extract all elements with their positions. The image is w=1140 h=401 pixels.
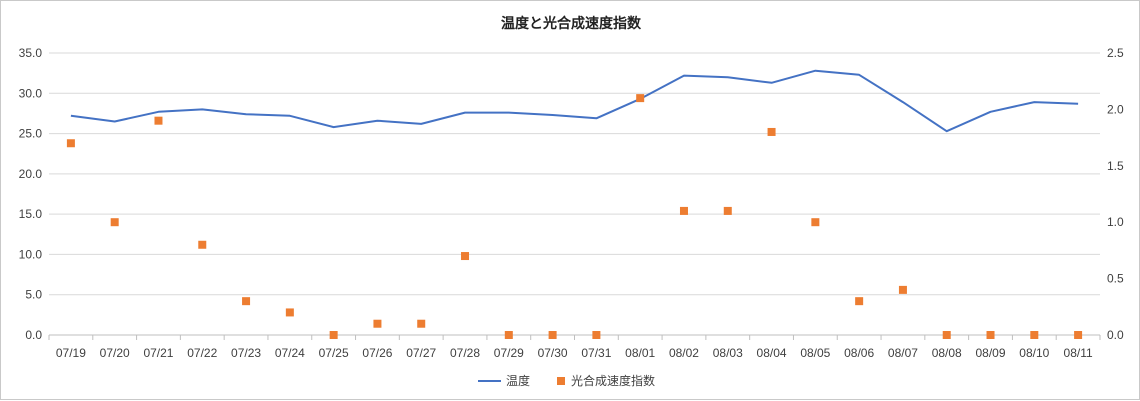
x-tick-label: 07/24 (275, 346, 305, 360)
photosynthesis-point (592, 331, 601, 339)
x-tick-label: 07/30 (538, 346, 568, 360)
right-tick-label: 2.5 (1107, 46, 1124, 60)
photosynthesis-point (898, 285, 907, 294)
right-tick-label: 1.5 (1107, 159, 1124, 173)
x-tick-label: 08/09 (976, 346, 1006, 360)
photosynthesis-point (66, 139, 75, 148)
temperature-series (70, 69, 1079, 133)
x-tick-label: 07/23 (231, 346, 261, 360)
x-tick-label: 08/07 (888, 346, 918, 360)
photosynthesis-point (679, 206, 688, 215)
photosynthesis-point (373, 319, 382, 328)
photosynthesis-point (504, 331, 513, 339)
gridlines (49, 52, 1100, 336)
photosynthesis-point (723, 206, 732, 215)
x-tick-label: 07/26 (362, 346, 392, 360)
x-tick-label: 08/08 (932, 346, 962, 360)
right-tick-label: 2.0 (1107, 102, 1124, 116)
x-tick-label: 08/06 (844, 346, 874, 360)
left-tick-label: 0.0 (25, 328, 42, 342)
x-tick-label: 08/02 (669, 346, 699, 360)
x-tick-label: 07/22 (187, 346, 217, 360)
x-tick-label: 08/11 (1064, 346, 1093, 360)
left-tick-label: 15.0 (19, 207, 43, 221)
x-tick-label: 08/04 (757, 346, 787, 360)
photosynthesis-point (417, 319, 426, 328)
photosynthesis-point (636, 94, 645, 103)
legend-label-temperature: 温度 (506, 373, 530, 388)
legend: 温度 光合成速度指数 (478, 373, 655, 388)
x-tick-label: 07/27 (406, 346, 436, 360)
right-tick-label: 0.0 (1107, 328, 1124, 342)
x-tick-label: 07/25 (319, 346, 349, 360)
photosynthesis-series (66, 94, 1083, 339)
photosynthesis-point (986, 331, 995, 339)
photosynthesis-point (154, 116, 163, 125)
left-tick-label: 20.0 (19, 167, 43, 181)
left-tick-label: 10.0 (19, 247, 43, 261)
chart-title: 温度と光合成速度指数 (501, 15, 642, 32)
photosynthesis-point (198, 240, 207, 249)
photosynthesis-point (811, 218, 820, 227)
legend-square-swatch (557, 377, 565, 385)
x-tick-label: 08/10 (1019, 346, 1049, 360)
x-tick-label: 07/29 (494, 346, 524, 360)
x-tick-label: 07/20 (100, 346, 130, 360)
x-tick-label: 08/03 (713, 346, 743, 360)
photosynthesis-point (548, 331, 557, 339)
right-y-axis: 0.0 0.5 1.0 1.5 2.0 2.5 (1107, 46, 1124, 342)
x-tick-label: 08/01 (625, 346, 655, 360)
left-tick-label: 25.0 (19, 127, 43, 141)
x-tick-label: 07/28 (450, 346, 480, 360)
photosynthesis-point (329, 331, 338, 339)
photosynthesis-point (942, 331, 951, 339)
x-tick-label: 07/21 (143, 346, 173, 360)
photosynthesis-point (110, 218, 119, 227)
right-tick-label: 0.5 (1107, 272, 1124, 286)
photosynthesis-point (461, 252, 470, 261)
photosynthesis-point (855, 297, 864, 306)
left-y-axis: 0.0 5.0 10.0 15.0 20.0 25.0 30.0 35.0 (19, 46, 43, 342)
left-tick-label: 30.0 (19, 86, 43, 100)
photosynthesis-point (767, 127, 776, 136)
photosynthesis-point (1074, 331, 1083, 339)
right-tick-label: 1.0 (1107, 215, 1124, 229)
legend-label-photosynthesis: 光合成速度指数 (571, 373, 655, 388)
photosynthesis-point (242, 297, 251, 306)
left-tick-label: 5.0 (25, 288, 42, 302)
x-tick-label: 07/19 (56, 346, 86, 360)
photosynthesis-point (285, 308, 294, 317)
x-tick-label: 08/05 (800, 346, 830, 360)
left-tick-label: 35.0 (19, 46, 43, 60)
x-tick-label: 07/31 (581, 346, 611, 360)
x-axis: 07/19 07/20 07/21 07/22 07/23 07/24 07/25 07/26… (48, 335, 1101, 360)
temperature-line (70, 69, 1079, 133)
photosynthesis-point (1030, 331, 1039, 339)
